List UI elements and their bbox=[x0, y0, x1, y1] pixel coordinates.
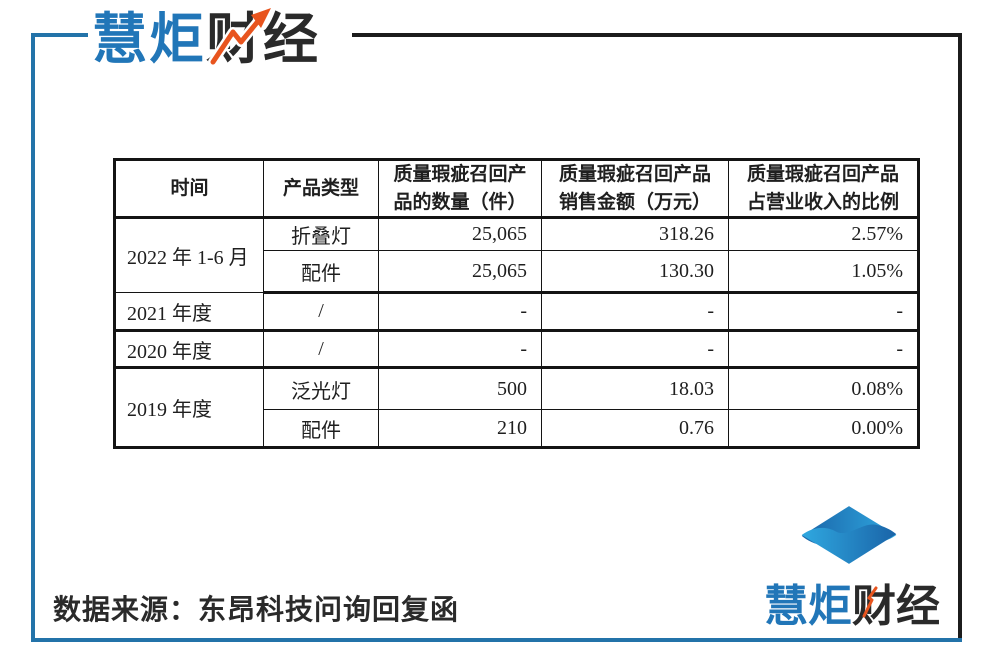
cell-qty: 210 bbox=[378, 409, 542, 449]
cell-amount: 18.03 bbox=[541, 367, 729, 411]
brand-name-dark: 财经 bbox=[852, 582, 940, 631]
cell-product-type: / bbox=[263, 330, 379, 370]
cell-qty: 25,065 bbox=[378, 217, 542, 252]
cell-ratio: 1.05% bbox=[728, 250, 919, 295]
frame-left-line bbox=[31, 33, 35, 642]
cell-period: 2019 年度 bbox=[114, 367, 264, 449]
cell-ratio: - bbox=[728, 330, 919, 370]
cell-qty: - bbox=[378, 292, 542, 333]
col-header-product-type: 产品类型 bbox=[263, 158, 379, 220]
cell-period: 2021 年度 bbox=[114, 292, 264, 333]
brand-logo-bottom: 慧炬财经 bbox=[748, 582, 956, 632]
cell-product-type: / bbox=[263, 292, 379, 333]
frame-right-line bbox=[958, 33, 962, 642]
recall-data-table: 时间 产品类型 质量瑕疵召回产 品的数量（件） 质量瑕疵召回产品 销售金额（万元… bbox=[113, 158, 920, 450]
cell-period: 2020 年度 bbox=[114, 330, 264, 370]
col-header-recall-amount: 质量瑕疵召回产品 销售金额（万元） bbox=[541, 158, 729, 220]
table-header-row: 时间 产品类型 质量瑕疵召回产 品的数量（件） 质量瑕疵召回产品 销售金额（万元… bbox=[114, 158, 919, 220]
cell-amount: 130.30 bbox=[541, 250, 729, 295]
col-header-recall-qty: 质量瑕疵召回产 品的数量（件） bbox=[378, 158, 542, 220]
cell-amount: 318.26 bbox=[541, 217, 729, 252]
col-header-recall-ratio: 质量瑕疵召回产品 占营业收入的比例 bbox=[728, 158, 919, 220]
data-source-caption: 数据来源：东昂科技问询回复函 bbox=[53, 594, 460, 625]
table-row: 2021 年度 / - - - bbox=[114, 292, 919, 333]
cell-period: 2022 年 1-6 月 bbox=[114, 217, 264, 294]
cell-product-type: 折叠灯 bbox=[263, 217, 379, 252]
cell-product-type: 配件 bbox=[263, 250, 379, 295]
cell-amount: - bbox=[541, 292, 729, 333]
cell-amount: - bbox=[541, 330, 729, 370]
brand-name-blue: 慧炬 bbox=[764, 582, 852, 631]
col-header-time: 时间 bbox=[114, 158, 264, 220]
table-row: 配件 25,065 130.30 1.05% bbox=[115, 250, 919, 295]
table-row: 2020 年度 / - - - bbox=[114, 330, 919, 370]
cell-qty: - bbox=[378, 330, 542, 370]
trend-arrow-icon bbox=[208, 8, 271, 67]
cell-product-type: 配件 bbox=[263, 409, 379, 449]
cell-qty: 25,065 bbox=[378, 250, 542, 295]
frame-top-black-line bbox=[352, 33, 962, 37]
frame-top-blue-dash bbox=[31, 33, 88, 37]
cell-ratio: - bbox=[728, 292, 919, 333]
table-row: 2019 年度 泛光灯 500 18.03 0.08% bbox=[114, 367, 919, 449]
cell-ratio: 2.57% bbox=[728, 217, 919, 252]
table-row: 2022 年 1-6 月 折叠灯 25,065 318.26 2.57% bbox=[114, 217, 919, 294]
frame-bottom-line bbox=[31, 638, 962, 642]
brand-name-blue: 慧炬 bbox=[92, 8, 207, 70]
cell-amount: 0.76 bbox=[541, 409, 729, 449]
diamond-swoosh-logo-icon bbox=[801, 506, 897, 564]
cell-ratio: 0.00% bbox=[728, 409, 919, 449]
table-row: 配件 210 0.76 0.00% bbox=[115, 409, 919, 449]
cell-qty: 500 bbox=[378, 367, 542, 411]
cell-product-type: 泛光灯 bbox=[263, 367, 379, 411]
red-tick-icon bbox=[862, 586, 878, 618]
cell-ratio: 0.08% bbox=[728, 367, 919, 411]
